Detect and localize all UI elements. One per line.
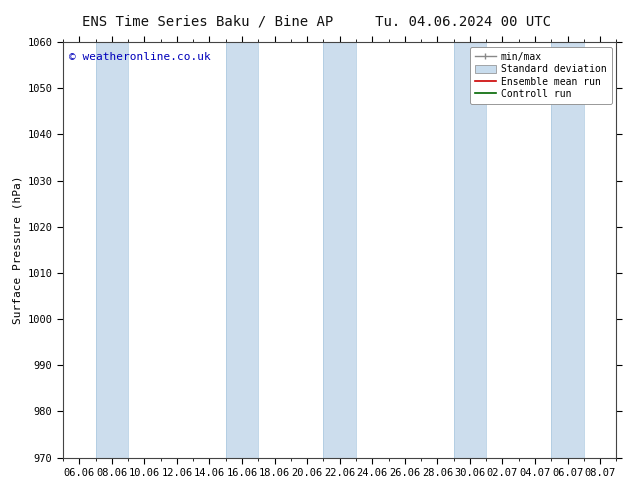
Bar [454, 42, 486, 458]
Bar [323, 42, 356, 458]
Bar [552, 42, 584, 458]
Text: ENS Time Series Baku / Bine AP     Tu. 04.06.2024 00 UTC: ENS Time Series Baku / Bine AP Tu. 04.06… [82, 15, 552, 29]
Bar [226, 42, 258, 458]
Y-axis label: Surface Pressure (hPa): Surface Pressure (hPa) [12, 175, 22, 324]
Legend: min/max, Standard deviation, Ensemble mean run, Controll run: min/max, Standard deviation, Ensemble me… [470, 47, 612, 104]
Text: © weatheronline.co.uk: © weatheronline.co.uk [68, 52, 210, 62]
Bar [96, 42, 128, 458]
